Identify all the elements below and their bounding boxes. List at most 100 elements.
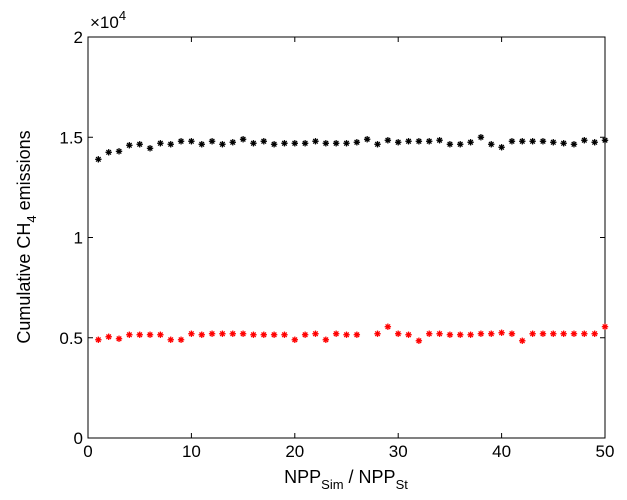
y-tick-label: 1 [74,229,83,248]
data-point-series-1 [436,137,443,144]
y-axis-label: Cumulative CH4 emissions [14,130,39,343]
data-point-series-1 [188,138,195,145]
data-point-series-1 [322,140,330,147]
data-point-series-2 [208,330,216,337]
data-point-series-1 [601,137,609,144]
y-tick-label: 0 [74,429,83,448]
data-point-series-2 [157,331,164,338]
data-point-series-2 [405,331,412,338]
data-point-series-1 [198,141,205,148]
x-tick-label: 50 [596,442,615,461]
plot-area [87,36,606,439]
x-tick-label: 40 [492,442,511,461]
data-point-series-2 [395,330,402,337]
data-point-series-2 [446,331,454,338]
data-point-series-2 [508,330,516,337]
data-point-series-1 [457,141,464,148]
data-point-series-1 [374,141,381,148]
data-point-series-1 [219,141,226,148]
y-exponent-label: ×104 [90,8,126,32]
data-point-series-1 [477,134,485,141]
data-point-series-1 [405,138,412,145]
data-point-series-2 [529,330,536,337]
data-point-series-1 [539,138,547,145]
data-point-series-1 [384,137,392,144]
data-point-series-1 [115,148,123,155]
data-point-series-2 [322,336,330,343]
data-point-series-2 [95,336,102,343]
data-point-series-2 [591,330,598,337]
data-point-series-2 [539,330,547,337]
data-point-series-1 [126,142,133,149]
y-tick-label: 2 [74,28,83,47]
data-point-series-2 [467,331,474,338]
data-point-series-1 [229,139,236,146]
data-point-series-2 [105,333,112,340]
data-point-series-2 [550,330,557,337]
data-point-series-2 [260,331,267,338]
data-point-series-1 [529,138,536,145]
data-point-series-1 [95,156,102,163]
data-point-series-2 [198,331,205,338]
data-point-series-2 [601,323,609,330]
data-point-series-2 [219,330,226,337]
data-point-series-1 [488,141,495,148]
data-point-series-1 [270,141,278,148]
data-point-series-2 [167,336,174,343]
data-point-series-1 [281,140,288,147]
x-axis-label: NPPSim / NPPSt [284,467,408,492]
data-point-series-1 [291,140,298,147]
data-point-series-2 [353,331,361,338]
data-point-series-1 [498,144,505,151]
data-point-series-2 [426,330,433,337]
data-point-series-1 [395,139,402,146]
y-tick-label: 0.5 [59,329,83,348]
data-point-series-1 [581,137,588,144]
data-point-series-2 [312,330,319,337]
data-point-series-1 [177,138,185,145]
data-point-series-1 [250,140,257,147]
data-point-series-2 [291,336,298,343]
data-point-series-1 [146,145,154,152]
data-points [95,134,609,344]
data-point-series-2 [374,330,381,337]
data-point-series-2 [384,323,392,330]
data-point-series-1 [467,139,474,146]
x-tick-label: 20 [285,442,304,461]
data-point-series-2 [229,330,236,337]
data-point-series-2 [188,330,195,337]
data-point-series-1 [105,149,112,156]
data-point-series-2 [519,337,526,344]
data-point-series-2 [136,331,143,338]
data-point-series-2 [343,331,350,338]
data-point-series-1 [208,138,216,145]
data-point-series-2 [281,331,288,338]
data-point-series-2 [250,331,257,338]
data-point-series-1 [363,136,371,143]
data-point-series-2 [115,335,123,342]
data-point-series-1 [301,140,309,147]
data-point-series-1 [591,139,598,146]
data-point-series-2 [415,337,423,344]
data-point-series-2 [177,336,185,343]
data-point-series-2 [126,331,133,338]
data-point-series-1 [136,141,143,148]
data-point-series-1 [550,139,557,146]
x-tick-label: 10 [182,442,201,461]
data-point-series-1 [312,138,319,145]
data-point-series-1 [167,141,174,148]
data-point-series-1 [353,139,361,146]
data-point-series-2 [498,329,505,336]
data-point-series-1 [570,141,578,148]
data-point-series-1 [519,138,526,145]
data-point-series-1 [157,140,164,147]
x-axis-ticks: 0 10 20 30 40 50 [83,37,614,461]
data-point-series-1 [343,140,350,147]
x-tick-label: 0 [83,442,92,461]
data-point-series-1 [426,138,433,145]
y-tick-label: 1.5 [59,128,83,147]
y-axis-ticks: 0 0.5 1 1.5 2 [59,28,605,448]
data-point-series-2 [239,330,247,337]
data-point-series-2 [581,330,588,337]
